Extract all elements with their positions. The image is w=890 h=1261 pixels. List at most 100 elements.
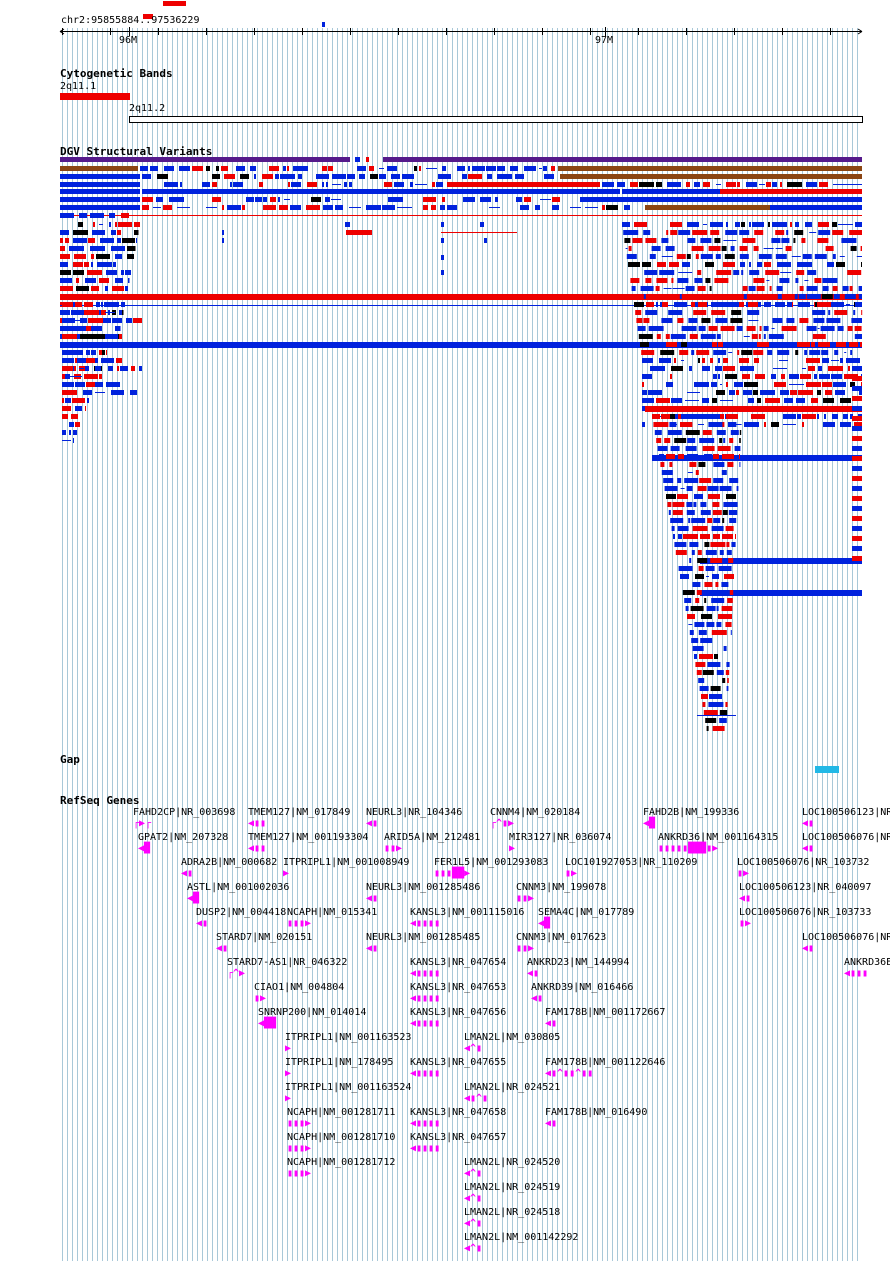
gene-label[interactable]: LMAN2L|NR_024520 (464, 1157, 561, 1168)
gene-label[interactable]: NCAPH|NM_001281712 (287, 1157, 396, 1168)
gene-label[interactable]: LMAN2L|NR_024521 (464, 1082, 561, 1093)
gene-model-icon[interactable]: ◀▮▮▮▮ (410, 1143, 441, 1154)
gene-model-icon[interactable]: ▮▮▮██▶ (434, 868, 471, 879)
gene-model-icon[interactable]: ◀█ (138, 843, 151, 854)
gene-model-icon[interactable]: ◀▮ (531, 993, 544, 1004)
gene-label[interactable]: ASTL|NM_001002036 (187, 882, 290, 893)
gene-label[interactable]: LMAN2L|NR_024518 (464, 1207, 561, 1218)
gene-model-icon[interactable]: ◀▮ (802, 843, 815, 854)
gene-model-icon[interactable]: ◀▮ (196, 918, 209, 929)
gene-model-icon[interactable]: ▮▶ (565, 868, 578, 879)
gene-label[interactable]: FER1L5|NM_001293083 (434, 857, 549, 868)
gene-label[interactable]: ANKRD36E (844, 957, 890, 968)
gene-model-icon[interactable]: ◀▮▮▮▮ (410, 1068, 441, 1079)
gene-model-icon[interactable]: ◀▮ (366, 943, 379, 954)
gene-label[interactable]: ANKRD23|NM_144994 (527, 957, 630, 968)
gene-label[interactable]: NEURL3|NM_001285486 (366, 882, 481, 893)
gene-label[interactable]: FAM178B|NM_016490 (545, 1107, 648, 1118)
gene-model-icon[interactable]: ◀▮▮▮▮ (410, 1018, 441, 1029)
gene-label[interactable]: NEURL3|NM_001285485 (366, 932, 481, 943)
gene-model-icon[interactable]: ▶ (285, 1043, 292, 1054)
gene-model-icon[interactable]: ◀^▮ (464, 1043, 483, 1054)
gene-model-icon[interactable]: ▮▮▮▶ (287, 918, 312, 929)
gene-model-icon[interactable]: ◀^▮ (464, 1168, 483, 1179)
dgv-track[interactable] (60, 1, 863, 731)
gene-model-icon[interactable]: ◀▮▮▮▮ (410, 968, 441, 979)
gene-model-icon[interactable]: ┌▶┌ (133, 818, 152, 829)
gene-label[interactable]: KANSL3|NM_001115016 (410, 907, 525, 918)
gene-model-icon[interactable]: ▶ (509, 843, 516, 854)
gene-model-icon[interactable]: ◀▮ (739, 893, 752, 904)
gene-label[interactable]: CNNM3|NM_017623 (516, 932, 607, 943)
gene-model-icon[interactable]: ◀▮ (181, 868, 194, 879)
gene-model-icon[interactable]: ◀██ (258, 1018, 277, 1029)
gene-model-icon[interactable]: ◀▮ (216, 943, 229, 954)
gene-label[interactable]: DUSP2|NM_004418 (196, 907, 287, 918)
gene-model-icon[interactable]: ◀▮^▮▮^▮▮ (545, 1068, 594, 1079)
gene-model-icon[interactable]: ▶ (285, 1093, 292, 1104)
gene-label[interactable]: FAHD2B|NM_199336 (643, 807, 740, 818)
gene-model-icon[interactable]: ◀▮▮ (248, 843, 267, 854)
gene-model-icon[interactable]: ◀▮▮▮▮ (410, 1118, 441, 1129)
gene-model-icon[interactable]: ◀▮ (802, 818, 815, 829)
gene-label[interactable]: LOC100506123|NR_040097 (739, 882, 872, 893)
gene-label[interactable]: TMEM127|NM_001193304 (248, 832, 369, 843)
gene-model-icon[interactable]: ▮▶ (737, 868, 750, 879)
gene-model-icon[interactable]: ┌^▶ (227, 968, 246, 979)
gene-model-icon[interactable]: ◀▮ (527, 968, 540, 979)
gene-label[interactable]: ITPRIPL1|NM_001163524 (285, 1082, 412, 1093)
gene-label[interactable]: LOC100506076|NR_ (802, 932, 890, 943)
gene-model-icon[interactable]: ◀█ (187, 893, 200, 904)
gene-model-icon[interactable]: ◀^▮ (464, 1193, 483, 1204)
gene-label[interactable]: ITPRIPL1|NM_001163523 (285, 1032, 412, 1043)
gene-label[interactable]: CIAO1|NM_004804 (254, 982, 345, 993)
gene-label[interactable]: LOC100506123|NR_ (802, 807, 890, 818)
gene-model-icon[interactable]: ▮▮▮▶ (287, 1118, 312, 1129)
gene-label[interactable]: GPAT2|NM_207328 (138, 832, 229, 843)
gene-model-icon[interactable]: ◀▮^▮ (464, 1093, 489, 1104)
gene-label[interactable]: KANSL3|NR_047656 (410, 1007, 507, 1018)
gene-label[interactable]: TMEM127|NM_017849 (248, 807, 351, 818)
gene-label[interactable]: KANSL3|NR_047654 (410, 957, 507, 968)
gene-label[interactable]: ANKRD36|NM_001164315 (658, 832, 779, 843)
gene-label[interactable]: MIR3127|NR_036074 (509, 832, 612, 843)
gene-label[interactable]: KANSL3|NR_047658 (410, 1107, 507, 1118)
gene-model-icon[interactable]: ◀▮▮▮▮ (410, 993, 441, 1004)
gene-model-icon[interactable]: ◀█ (538, 918, 551, 929)
gene-model-icon[interactable]: ▮▮▶ (516, 943, 535, 954)
gene-label[interactable]: CNNM4|NM_020184 (490, 807, 581, 818)
gene-model-icon[interactable]: ▮▮▮▶ (287, 1168, 312, 1179)
gene-model-icon[interactable]: ▮▮▶ (384, 843, 403, 854)
gene-label[interactable]: KANSL3|NR_047655 (410, 1057, 507, 1068)
gene-label[interactable]: FAHD2CP|NR_003698 (133, 807, 236, 818)
gene-label[interactable]: NCAPH|NM_001281711 (287, 1107, 396, 1118)
gene-model-icon[interactable]: ◀^▮ (464, 1243, 483, 1254)
gene-label[interactable]: SNRNP200|NM_014014 (258, 1007, 367, 1018)
gene-model-icon[interactable]: ▮▮▮▮▮███▮▶ (658, 843, 719, 854)
gene-label[interactable]: ARID5A|NM_212481 (384, 832, 481, 843)
gene-label[interactable]: LMAN2L|NR_024519 (464, 1182, 561, 1193)
gene-label[interactable]: ANKRD39|NM_016466 (531, 982, 634, 993)
gene-label[interactable]: CNNM3|NM_199078 (516, 882, 607, 893)
gene-model-icon[interactable]: ◀█ (643, 818, 656, 829)
gene-label[interactable]: LOC101927053|NR_110209 (565, 857, 698, 868)
gene-model-icon[interactable]: ◀▮▮▮▮ (410, 918, 441, 929)
gene-label[interactable]: ITPRIPL1|NM_178495 (285, 1057, 394, 1068)
gene-model-icon[interactable]: ▮▶ (739, 918, 752, 929)
gene-model-icon[interactable]: ◀^▮ (464, 1218, 483, 1229)
gene-label[interactable]: NCAPH|NM_015341 (287, 907, 378, 918)
gene-label[interactable]: FAM178B|NM_001172667 (545, 1007, 666, 1018)
gene-label[interactable]: STARD7|NM_020151 (216, 932, 313, 943)
gene-label[interactable]: LOC100506076|NR_ (802, 832, 890, 843)
gene-label[interactable]: LOC100506076|NR_103732 (737, 857, 870, 868)
gene-label[interactable]: FAM178B|NM_001122646 (545, 1057, 666, 1068)
gene-model-icon[interactable]: ◀▮ (366, 818, 379, 829)
gene-label[interactable]: LOC100506076|NR_103733 (739, 907, 872, 918)
gene-model-icon[interactable]: ▶ (283, 868, 290, 879)
gene-model-icon[interactable]: ▮▮▶ (516, 893, 535, 904)
gene-model-icon[interactable]: ◀▮▮▮ (844, 968, 869, 979)
gene-label[interactable]: ITPRIPL1|NM_001008949 (283, 857, 410, 868)
gene-model-icon[interactable]: ◀▮ (545, 1118, 558, 1129)
gene-model-icon[interactable]: ◀▮▮ (248, 818, 267, 829)
gene-model-icon[interactable]: ◀▮ (802, 943, 815, 954)
